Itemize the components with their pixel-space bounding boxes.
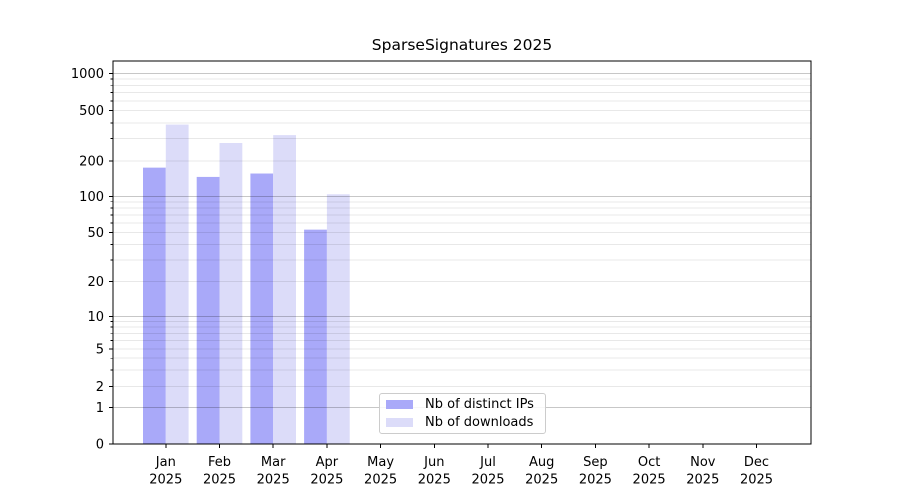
bar-distinct-ips-feb	[196, 176, 220, 444]
legend-item-distinct-ips: Nb of distinct IPs	[386, 396, 537, 414]
x-tick-label: Dec 2025	[740, 455, 773, 488]
x-tick-label: Feb 2025	[203, 455, 236, 488]
chart-title: SparseSignatures 2025	[371, 36, 553, 54]
x-tick-label: Mar 2025	[257, 455, 290, 488]
x-tick-label: Jan 2025	[149, 455, 182, 488]
legend-swatch-downloads-icon	[386, 417, 413, 427]
y-tick-label: 20	[87, 275, 104, 290]
bar-distinct-ips-jan	[143, 167, 166, 444]
y-tick-label: 0	[96, 438, 104, 453]
x-tick-label: Sep 2025	[579, 455, 612, 488]
y-tick-label: 1000	[71, 67, 104, 82]
x-tick-label: Nov 2025	[686, 455, 719, 488]
plot-border	[112, 60, 812, 445]
y-tick-label: 2	[96, 380, 104, 395]
legend-swatch-distinct-ips-icon	[386, 400, 413, 410]
legend-label-downloads: Nb of downloads	[425, 414, 534, 430]
y-tick-label: 500	[79, 104, 104, 119]
x-tick-label: Jul 2025	[471, 455, 504, 488]
bar-distinct-ips-mar	[250, 173, 274, 444]
x-tick-label: May 2025	[364, 455, 397, 488]
y-tick-label: 10	[87, 310, 104, 325]
legend: Nb of distinct IPs Nb of downloads	[379, 393, 546, 434]
bar-downloads-mar	[273, 135, 296, 444]
bar-downloads-apr	[326, 194, 350, 444]
bar-downloads-jan	[165, 124, 189, 445]
y-tick-label: 50	[87, 226, 104, 241]
legend-label-distinct-ips: Nb of distinct IPs	[425, 397, 534, 413]
x-tick-label: Oct 2025	[633, 455, 666, 488]
x-tick-label: Apr 2025	[310, 455, 343, 488]
legend-item-downloads: Nb of downloads	[386, 414, 537, 432]
y-tick-label: 200	[79, 154, 104, 169]
x-tick-label: Jun 2025	[418, 455, 451, 488]
y-tick-label: 100	[79, 190, 104, 205]
y-tick-label: 1	[96, 401, 104, 416]
y-tick-label: 5	[96, 343, 104, 358]
x-tick-label: Aug 2025	[525, 455, 558, 488]
bar-downloads-feb	[219, 142, 243, 444]
bar-distinct-ips-apr	[304, 229, 327, 444]
